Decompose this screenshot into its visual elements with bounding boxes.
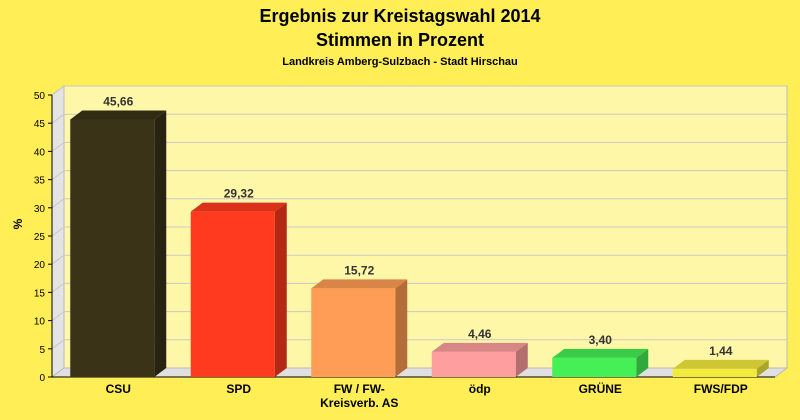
bar [672,368,757,377]
bar-1 [190,202,287,377]
data-label: 4,46 [468,327,492,341]
y-tick-label: 5 [39,345,45,356]
gridline-side [51,113,65,124]
gridline-side [51,85,65,96]
bar-top [70,110,167,120]
bar-side [636,348,649,377]
bar [311,288,396,377]
bar [431,351,516,377]
y-tick-label: 10 [34,317,46,328]
chart-subtitle: Stimmen in Prozent [316,30,484,50]
data-label: 1,44 [709,344,733,358]
bar-4 [552,348,649,377]
bar-top [311,279,408,289]
gridline-side [51,339,65,350]
y-tick-label: 50 [34,91,46,102]
gridline-side [51,198,65,209]
gridline-side [51,170,65,181]
y-tick-label: 25 [34,232,46,243]
bar-side [274,202,287,377]
data-label: 29,32 [224,187,254,201]
bar-2 [311,279,408,377]
y-tick-label: 35 [34,176,46,187]
bar-3 [431,342,528,377]
bar [70,119,155,377]
x-tick-label: ödp [469,382,491,396]
y-tick-label: 45 [34,119,46,130]
y-tick-label: 20 [34,260,46,271]
bar-side [154,110,167,377]
data-label: 15,72 [344,263,374,277]
y-tick-label: 30 [34,204,46,215]
x-tick-label: CSU [106,382,131,396]
data-label: 3,40 [589,333,613,347]
bar [552,357,637,377]
plot-area: 0 5 10 15 20 25 30 35 40 45 50 45,66 CSU 29,32 SPD 15,7… [34,85,789,410]
bar [190,211,275,377]
bar-5 [672,359,769,377]
bar-top [190,202,287,212]
data-label: 45,66 [103,94,133,108]
y-tick-label: 0 [39,373,45,384]
bar-side [395,279,408,377]
gridline-side [51,311,65,322]
bar-top [431,342,528,352]
y-tick-label: 15 [34,288,46,299]
chart-caption: Landkreis Amberg-Sulzbach - Stadt Hirsch… [282,56,518,68]
gridline-side [51,141,65,152]
x-tick-label: FWS/FDP [694,382,748,396]
y-tick-label: 40 [34,147,46,158]
gridline-side [51,226,65,237]
chart-title: Ergebnis zur Kreistagswahl 2014 [259,6,540,26]
gridline-side [51,254,65,265]
x-tick-label: FW / FW- [334,382,385,396]
bar-0 [70,110,167,377]
bar-side [756,359,769,377]
y-axis-label: % [11,218,25,229]
bar-top [672,359,769,369]
x-tick-label: GRÜNE [579,381,622,396]
bar-top [552,348,649,358]
x-tick-label: SPD [226,382,251,396]
bar-side [515,342,528,377]
gridline-side [51,282,65,293]
x-tick-label: Kreisverb. AS [320,396,398,410]
